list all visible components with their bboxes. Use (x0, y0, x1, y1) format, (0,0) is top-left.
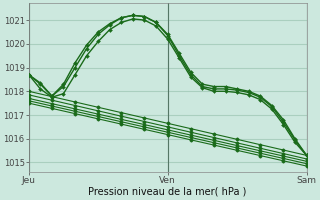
X-axis label: Pression niveau de la mer( hPa ): Pression niveau de la mer( hPa ) (88, 187, 247, 197)
